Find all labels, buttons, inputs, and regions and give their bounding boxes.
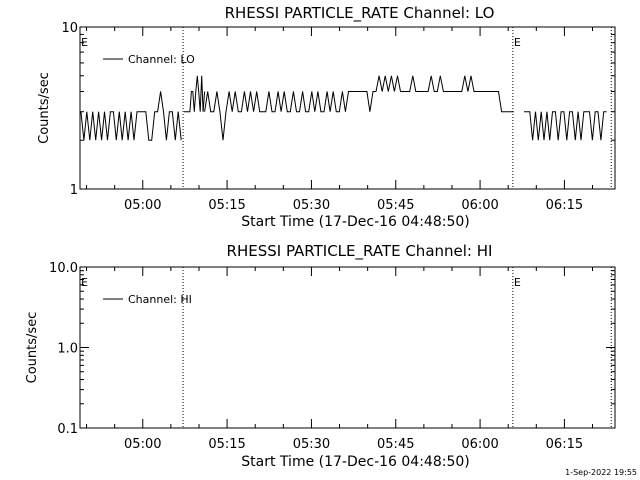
x-tick-label: 05:30: [293, 437, 330, 452]
series-line: [184, 75, 206, 113]
x-tick-label: 06:15: [546, 437, 583, 452]
x-tick-label: 05:30: [293, 198, 330, 213]
y-axis-label: Counts/sec: [37, 72, 52, 144]
event-mark-label: E: [81, 276, 88, 289]
x-tick-label: 05:15: [208, 198, 245, 213]
y-tick-label: 1.0: [57, 342, 78, 357]
legend-label: Channel: HI: [128, 293, 192, 306]
series-line: [524, 111, 607, 141]
y-tick-label: 1: [70, 183, 78, 198]
x-tick-label: 06:15: [546, 198, 583, 213]
x-tick-label: 05:45: [377, 437, 414, 452]
event-mark-label: E: [514, 36, 521, 49]
plot-frame: [79, 26, 616, 190]
plot-frame: [79, 266, 616, 429]
x-tick-label: 06:00: [461, 198, 498, 213]
event-mark-label: E: [81, 36, 88, 49]
x-tick-label: 05:00: [124, 198, 161, 213]
x-tick-label: 05:00: [124, 437, 161, 452]
footer-timestamp: 1-Sep-2022 19:55: [565, 468, 637, 477]
x-tick-label: 06:00: [461, 437, 498, 452]
series-line: [204, 75, 514, 141]
x-axis-label: Start Time (17-Dec-16 04:48:50): [241, 454, 469, 470]
y-tick-label: 10.0: [49, 261, 78, 276]
chart-panel-lo: RHESSI PARTICLE_RATE Channel: LO 1 10 05:00…: [37, 4, 616, 230]
y-tick-label: 0.1: [57, 422, 78, 437]
x-tick-label: 05:45: [377, 198, 414, 213]
x-tick-label: 05:15: [208, 437, 245, 452]
y-axis-label: Counts/sec: [25, 312, 40, 384]
series-line: [80, 91, 182, 141]
y-tick-label: 10: [61, 21, 78, 36]
chart-panel-hi: RHESSI PARTICLE_RATE Channel: HI 0.1 1.0 10…: [25, 242, 616, 470]
legend-label: Channel: LO: [128, 53, 195, 66]
chart-title: RHESSI PARTICLE_RATE Channel: HI: [227, 242, 493, 261]
event-mark-label: E: [514, 276, 521, 289]
chart-title: RHESSI PARTICLE_RATE Channel: LO: [225, 4, 495, 23]
x-axis-label: Start Time (17-Dec-16 04:48:50): [241, 214, 469, 230]
